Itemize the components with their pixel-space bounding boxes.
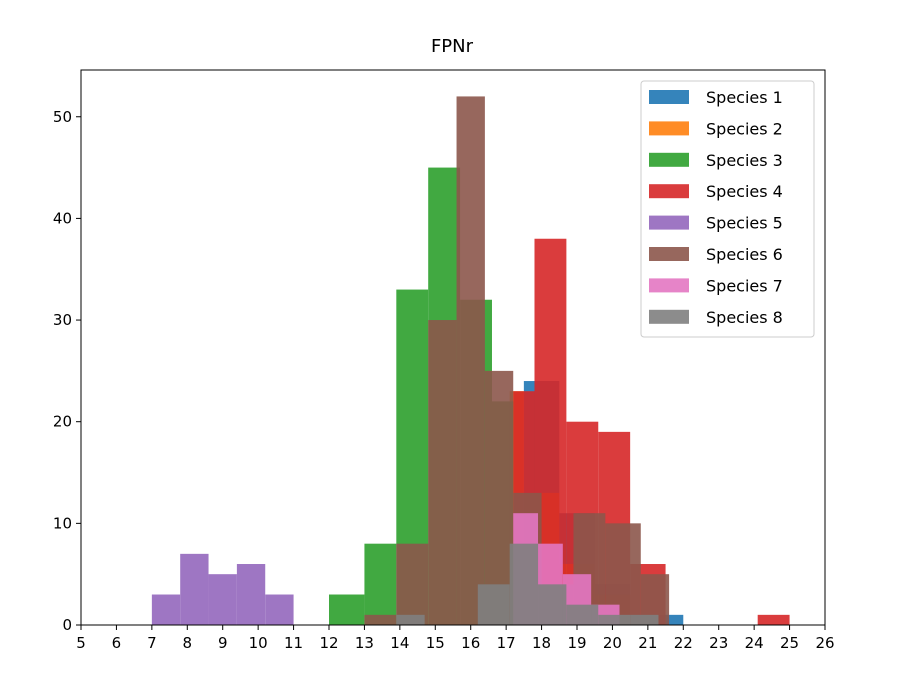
legend-swatch <box>649 247 689 261</box>
legend-item-species-7: Species 7 <box>649 276 783 295</box>
legend-label: Species 8 <box>706 308 783 327</box>
y-tick-label: 20 <box>53 413 72 431</box>
legend-label: Species 6 <box>706 245 783 264</box>
bar-species-8-6 <box>630 614 659 625</box>
legend: Species 1 Species 2 Species 3 Species 4 Spec… <box>640 80 815 338</box>
bar-species-8-3 <box>538 584 567 625</box>
legend-label: Species 5 <box>706 214 783 233</box>
series-species-8 <box>396 543 659 625</box>
bar-species-5-1 <box>180 553 209 625</box>
legend-item-species-6: Species 6 <box>649 245 783 264</box>
legend-swatch <box>649 90 689 104</box>
legend-item-species-5: Species 5 <box>649 214 783 233</box>
bar-species-8-1 <box>477 584 510 625</box>
legend-item-species-2: Species 2 <box>649 119 783 138</box>
legend-swatch <box>649 184 689 199</box>
x-tick-label: 10 <box>249 634 268 652</box>
legend-label: Species 4 <box>706 182 783 201</box>
legend-swatch <box>649 215 689 230</box>
y-tick-label: 50 <box>53 108 72 126</box>
bars-layer <box>151 96 790 626</box>
x-tick-label: 7 <box>147 634 157 652</box>
legend-item-species-3: Species 3 <box>649 151 783 170</box>
bar-species-6-0 <box>364 614 397 625</box>
plot-frame <box>80 69 826 626</box>
x-tick-label: 5 <box>76 634 86 652</box>
series-species-5 <box>151 553 294 625</box>
chart-title: FPNr <box>431 36 474 57</box>
x-tick-label: 6 <box>112 634 122 652</box>
x-tick-label: 18 <box>532 634 551 652</box>
x-tick-label: 8 <box>183 634 193 652</box>
x-tick-label: 25 <box>780 634 799 652</box>
legend-label: Species 7 <box>706 276 783 295</box>
legend-item-species-1: Species 1 <box>649 88 783 107</box>
x-tick-label: 12 <box>319 634 338 652</box>
y-tick-label: 30 <box>53 311 72 329</box>
bar-species-8-4 <box>566 604 599 625</box>
y-tick-label: 40 <box>53 209 72 227</box>
bar-species-5-3 <box>236 564 266 625</box>
bar-species-3-0 <box>329 594 365 625</box>
legend-swatch <box>649 309 689 324</box>
legend-item-species-4: Species 4 <box>649 182 783 201</box>
y-tick-label: 0 <box>62 616 72 634</box>
x-tick-label: 19 <box>567 634 586 652</box>
bar-species-5-0 <box>151 594 181 625</box>
x-tick-label: 17 <box>497 634 516 652</box>
legend-label: Species 3 <box>706 151 783 170</box>
x-tick-label: 22 <box>674 634 693 652</box>
x-tick-label: 20 <box>603 634 622 652</box>
bar-species-5-4 <box>265 594 294 625</box>
bar-species-4-5 <box>757 614 790 625</box>
bar-species-6-2 <box>428 320 457 625</box>
x-tick-label: 21 <box>638 634 657 652</box>
legend-swatch <box>649 121 689 136</box>
legend-label: Species 1 <box>706 88 783 107</box>
bar-species-8-5 <box>598 614 631 625</box>
x-tick-label: 23 <box>709 634 728 652</box>
bar-species-6-3 <box>456 96 485 626</box>
bar-species-8-0 <box>396 614 425 625</box>
legend-swatch <box>649 152 689 167</box>
legend-label: Species 2 <box>706 119 783 138</box>
y-tick-label: 10 <box>53 514 72 532</box>
bar-species-6-4 <box>484 370 514 625</box>
x-tick-label: 14 <box>390 634 409 652</box>
legend-frame <box>640 80 815 338</box>
x-tick-label: 26 <box>815 634 834 652</box>
bar-species-5-2 <box>208 574 237 625</box>
y-axis: 0 10 20 30 40 50 <box>53 108 81 634</box>
legend-swatch <box>649 278 689 293</box>
x-tick-label: 24 <box>745 634 764 652</box>
legend-item-species-8: Species 8 <box>649 308 783 327</box>
bar-species-3-1 <box>364 543 397 625</box>
x-tick-label: 9 <box>218 634 228 652</box>
x-tick-label: 13 <box>355 634 374 652</box>
bar-species-6-1 <box>396 543 429 625</box>
x-tick-label: 16 <box>461 634 480 652</box>
x-tick-label: 15 <box>426 634 445 652</box>
x-axis: 5 6 7 8 9 10 11 12 13 14 15 16 17 18 19 20 21 22 23 24 25 26 <box>76 625 835 652</box>
x-tick-label: 11 <box>284 634 303 652</box>
bar-species-8-2 <box>509 543 539 625</box>
